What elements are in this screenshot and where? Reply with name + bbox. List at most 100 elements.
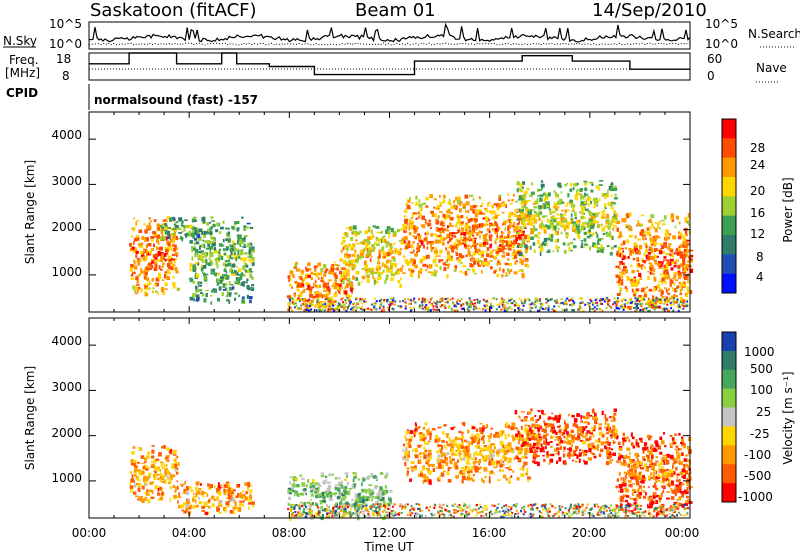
echo-cell — [507, 457, 510, 460]
echo-cell — [129, 482, 131, 485]
echo-cell — [130, 489, 133, 493]
echo-cell — [333, 294, 337, 297]
echo-cell — [208, 262, 212, 266]
ground-scatter-cell — [347, 306, 349, 308]
echo-cell — [224, 493, 227, 495]
echo-cell — [348, 273, 350, 277]
echo-cell — [422, 203, 426, 205]
echo-cell — [611, 195, 613, 197]
ground-scatter-cell — [637, 307, 639, 309]
ground-scatter-cell — [627, 306, 629, 308]
ground-scatter-cell — [615, 305, 617, 307]
echo-cell — [527, 480, 529, 482]
echo-cell — [473, 270, 476, 272]
echo-cell — [559, 201, 561, 203]
echo-cell — [162, 475, 165, 478]
echo-cell — [498, 229, 500, 231]
echo-cell — [471, 434, 473, 437]
echo-cell — [526, 260, 528, 263]
echo-cell — [414, 253, 418, 257]
ground-scatter-cell — [527, 298, 529, 300]
ground-scatter-cell — [659, 299, 661, 301]
nsky-trace — [89, 25, 690, 42]
echo-cell — [567, 243, 569, 246]
echo-cell — [601, 238, 604, 240]
echo-cell — [231, 488, 233, 491]
echo-cell — [538, 236, 540, 239]
echo-cell — [161, 481, 165, 483]
echo-cell — [171, 247, 173, 251]
echo-cell — [207, 483, 210, 486]
echo-cell — [534, 211, 537, 213]
echo-cell — [508, 214, 511, 218]
echo-cell — [479, 250, 481, 252]
echo-cell — [607, 245, 610, 247]
echo-cell — [421, 207, 423, 211]
echo-cell — [382, 246, 384, 250]
echo-cell — [372, 247, 374, 251]
ground-scatter-cell — [545, 307, 547, 309]
echo-cell — [404, 456, 406, 458]
ground-scatter-cell — [329, 305, 331, 307]
echo-cell — [677, 252, 679, 256]
echo-cell — [502, 269, 504, 273]
ground-scatter-cell — [640, 305, 642, 307]
echo-cell — [391, 228, 394, 232]
ground-scatter-cell — [435, 305, 437, 307]
echo-cell — [443, 195, 446, 199]
echo-cell — [454, 235, 456, 237]
echo-cell — [362, 496, 364, 499]
echo-cell — [330, 272, 333, 274]
echo-cell — [349, 282, 351, 286]
echo-cell — [407, 200, 410, 203]
ground-scatter-cell — [536, 297, 538, 299]
colorbar-swatch — [722, 138, 736, 158]
echo-cell — [251, 284, 254, 286]
ground-scatter-cell — [680, 301, 682, 303]
echo-cell — [656, 236, 658, 240]
ground-scatter-cell — [445, 298, 447, 300]
echo-cell — [150, 220, 153, 222]
ground-scatter-cell — [313, 298, 315, 300]
echo-cell — [617, 293, 621, 296]
echo-cell — [639, 278, 641, 280]
echo-cell — [192, 257, 194, 261]
echo-cell — [448, 201, 452, 204]
echo-cell — [160, 236, 163, 240]
echo-cell — [506, 221, 509, 224]
echo-cell — [493, 249, 495, 251]
echo-cell — [608, 225, 611, 229]
echo-cell — [631, 264, 633, 267]
echo-cell — [487, 221, 489, 223]
echo-cell — [470, 470, 473, 473]
echo-cell — [164, 227, 167, 230]
ground-scatter-cell — [306, 309, 308, 311]
echo-cell — [685, 295, 688, 298]
echo-cell — [176, 472, 179, 475]
echo-cell — [618, 284, 621, 286]
echo-cell — [240, 251, 243, 255]
echo-cell — [527, 476, 531, 479]
echo-cell — [474, 246, 477, 249]
echo-cell — [195, 227, 197, 231]
echo-cell — [663, 265, 666, 268]
power-cbar-24: 24 — [750, 158, 765, 172]
echo-cell — [174, 267, 177, 271]
echo-cell — [327, 281, 329, 283]
echo-cell — [241, 299, 245, 303]
ground-scatter-cell — [655, 305, 657, 307]
echo-cell — [633, 293, 636, 297]
echo-cell — [386, 244, 388, 248]
echo-cell — [463, 272, 465, 274]
echo-cell — [433, 207, 435, 209]
echo-cell — [433, 468, 436, 472]
echo-cell — [456, 222, 460, 224]
echo-cell — [527, 237, 530, 240]
echo-cell — [496, 274, 499, 277]
echo-cell — [481, 203, 483, 205]
echo-cell — [429, 479, 432, 483]
echo-cell — [432, 214, 435, 218]
echo-cell — [470, 454, 472, 458]
echo-cell — [658, 290, 660, 292]
echo-cell — [348, 491, 351, 496]
